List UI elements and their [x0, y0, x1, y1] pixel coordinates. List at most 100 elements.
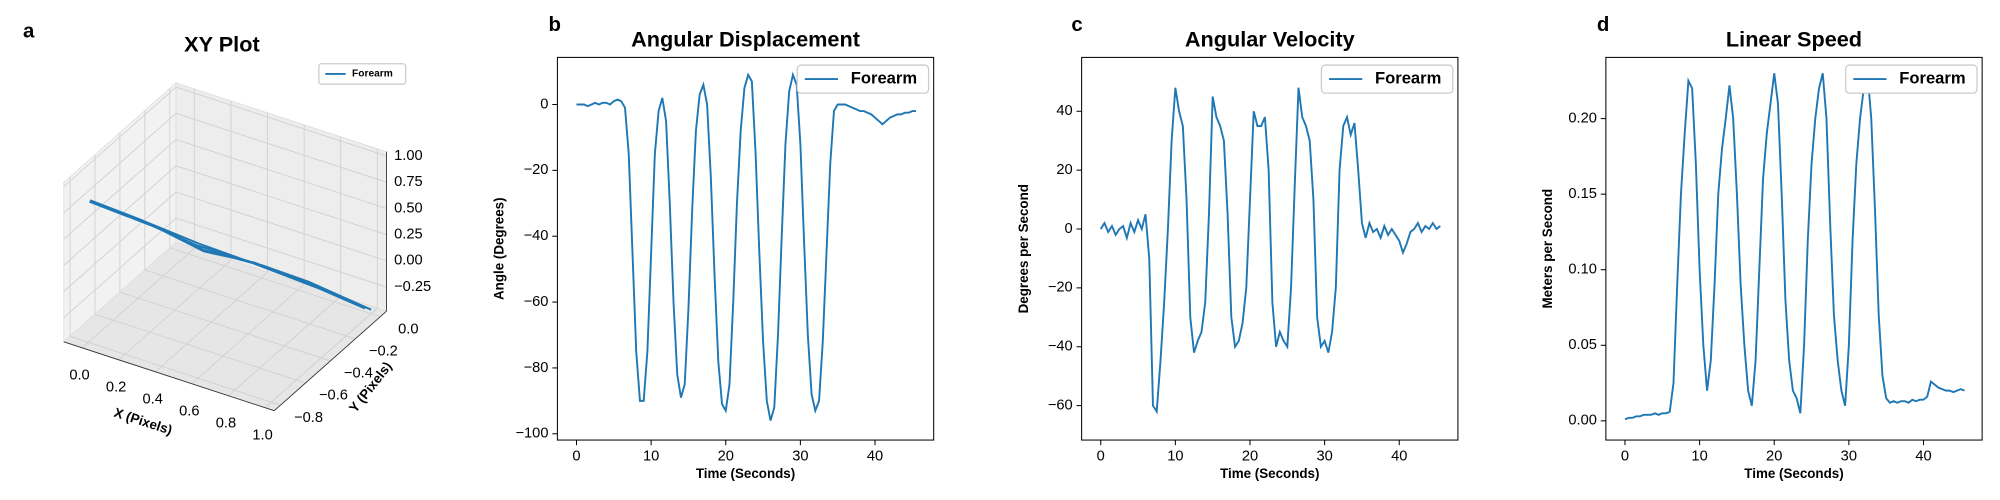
- z-tick-label: 0.50: [394, 200, 423, 216]
- y-tick-label: 0: [540, 96, 548, 112]
- y-tick-label: −20: [1048, 280, 1073, 296]
- data-line: [1099, 87, 1441, 415]
- grid-line: [175, 165, 387, 236]
- legend-label: Forearm: [1899, 68, 1965, 87]
- legend-label: Forearm: [1375, 68, 1441, 87]
- y-tick-label: −0.2: [369, 343, 398, 359]
- plot-frame: [1605, 56, 1983, 441]
- grid-line: [175, 112, 387, 183]
- y-tick-label: 0.10: [1568, 262, 1597, 278]
- legend-label: Forearm: [352, 69, 393, 80]
- grid-line: [63, 191, 177, 292]
- y-axis-label: Angle (Degrees): [492, 197, 507, 300]
- grid-line: [175, 191, 387, 262]
- grid-line: [63, 165, 177, 266]
- grid-line: [169, 247, 381, 318]
- x-tick-label: 0: [1621, 449, 1629, 465]
- grid-line: [69, 335, 281, 406]
- legend-box: [1845, 64, 1978, 94]
- x-tick-label: 40: [1915, 449, 1931, 465]
- y-tick-label: −80: [524, 360, 549, 376]
- data-line: [89, 199, 372, 311]
- legend-box: [318, 63, 407, 85]
- panel-letter: a: [23, 20, 35, 42]
- x-axis-label: Time (Seconds): [1744, 466, 1843, 481]
- plot-frame: [1081, 56, 1459, 441]
- panel-letter: c: [1071, 14, 1082, 36]
- grid-line: [63, 217, 177, 319]
- x-tick-label: 0.8: [216, 416, 236, 432]
- x-tick-label: 0.4: [143, 392, 163, 408]
- grid-line: [63, 139, 177, 240]
- y-tick-label: −60: [1048, 397, 1073, 413]
- y-axis-label: Degrees per Second: [1016, 184, 1031, 313]
- x-tick-label: 40: [1391, 449, 1407, 465]
- y-tick-label: 0.0: [398, 321, 418, 337]
- grid-line: [63, 112, 177, 214]
- legend-box: [796, 64, 930, 94]
- x-tick-label: 0: [1097, 449, 1105, 465]
- z-tick-label: −0.25: [394, 279, 431, 295]
- y-tick-label: −0.8: [294, 410, 323, 426]
- grid-line: [144, 269, 356, 340]
- chart-title: Angular Displacement: [631, 27, 860, 52]
- y-tick-label: 0.05: [1568, 337, 1597, 353]
- y-tick-label: −40: [524, 228, 549, 244]
- x-tick-label: 30: [792, 449, 808, 465]
- x-tick-label: 20: [1766, 449, 1782, 465]
- y-tick-label: 0.00: [1568, 413, 1597, 429]
- x-tick-label: 0: [572, 449, 580, 465]
- legend-box: [1320, 64, 1454, 94]
- grid-line: [94, 313, 306, 384]
- y-tick-label: −20: [524, 162, 549, 178]
- grid-line: [175, 217, 387, 288]
- y-tick-label: −0.4: [344, 366, 373, 382]
- y-axis-label: Meters per Second: [1540, 189, 1555, 309]
- y-axis-line: [273, 310, 387, 412]
- y-tick-label: −60: [524, 294, 549, 310]
- z-tick-label: 0.00: [394, 253, 423, 269]
- y-tick-label: −100: [515, 426, 548, 442]
- plot-frame: [556, 56, 935, 441]
- y-tick-label: 20: [1056, 162, 1072, 178]
- x-axis-label: X (Pixels): [112, 405, 174, 438]
- y-tick-label: −0.6: [319, 388, 348, 404]
- x-tick-label: 1.0: [252, 428, 272, 444]
- z-tick-label: 0.75: [394, 174, 423, 190]
- x-axis-label: Time (Seconds): [1220, 466, 1319, 481]
- legend-label: Forearm: [851, 68, 917, 87]
- x-tick-label: 20: [1242, 449, 1258, 465]
- panel-letter: b: [548, 14, 560, 36]
- y-tick-label: 0: [1065, 221, 1073, 237]
- z-tick-label: 0.25: [394, 227, 423, 243]
- x-axis-label: Time (Seconds): [696, 466, 795, 481]
- y-tick-label: 0.20: [1568, 110, 1597, 126]
- z-tick-label: 1.00: [394, 148, 423, 164]
- x-tick-label: 10: [1167, 449, 1183, 465]
- x-tick-label: 30: [1841, 449, 1857, 465]
- x-tick-label: 10: [643, 449, 659, 465]
- x-tick-label: 0.0: [69, 368, 89, 384]
- y-tick-label: −40: [1048, 339, 1073, 355]
- grid-line: [63, 86, 177, 187]
- grid-line: [175, 139, 387, 209]
- grid-line: [119, 291, 331, 362]
- data-line: [1624, 73, 1965, 421]
- panel-letter: d: [1597, 14, 1609, 36]
- data-line: [576, 71, 917, 421]
- chart-title: Angular Velocity: [1185, 27, 1355, 52]
- x-tick-label: 0.6: [179, 404, 199, 420]
- chart-title: XY Plot: [184, 32, 259, 57]
- x-tick-label: 10: [1691, 449, 1707, 465]
- x-tick-label: 20: [718, 449, 734, 465]
- y-tick-label: 0.15: [1568, 186, 1597, 202]
- x-axis-line: [63, 341, 275, 412]
- y-tick-label: 40: [1056, 103, 1072, 119]
- chart-title: Linear Speed: [1726, 27, 1862, 52]
- grid-line: [175, 86, 387, 157]
- x-tick-label: 30: [1316, 449, 1332, 465]
- x-tick-label: 40: [867, 449, 883, 465]
- x-tick-label: 0.2: [106, 380, 126, 396]
